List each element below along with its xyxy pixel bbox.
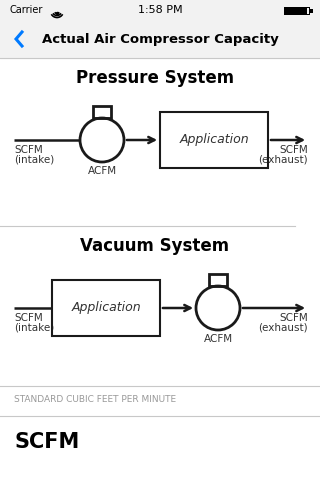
Text: 1:58 PM: 1:58 PM [138,5,182,15]
Bar [209,274,227,286]
Text: Actual Air Compressor Capacity: Actual Air Compressor Capacity [42,33,278,46]
Text: SCFM: SCFM [279,145,308,155]
Text: Application: Application [179,133,249,146]
Text: STANDARD CUBIC FEET PER MINUTE: STANDARD CUBIC FEET PER MINUTE [14,396,176,405]
Text: (intake): (intake) [14,323,54,333]
Bar [310,9,313,12]
Bar [52,280,160,336]
Bar [160,112,268,168]
Text: Application: Application [71,301,141,314]
Text: (exhaust): (exhaust) [258,155,308,165]
Bar [0,20,320,58]
Bar [284,7,310,14]
Bar [285,8,307,13]
Text: ACFM: ACFM [204,334,233,344]
Bar [0,0,320,20]
Text: SCFM: SCFM [14,313,43,323]
Text: Pressure System: Pressure System [76,69,234,87]
Text: SCFM: SCFM [14,145,43,155]
Text: (exhaust): (exhaust) [258,323,308,333]
Text: ACFM: ACFM [87,166,116,176]
Text: (intake): (intake) [14,155,54,165]
Text: SCFM: SCFM [14,432,79,452]
Bar [93,106,111,118]
Text: Vacuum System: Vacuum System [80,237,229,255]
Text: SCFM: SCFM [279,313,308,323]
Text: Carrier: Carrier [9,5,42,15]
Bar [285,8,309,13]
